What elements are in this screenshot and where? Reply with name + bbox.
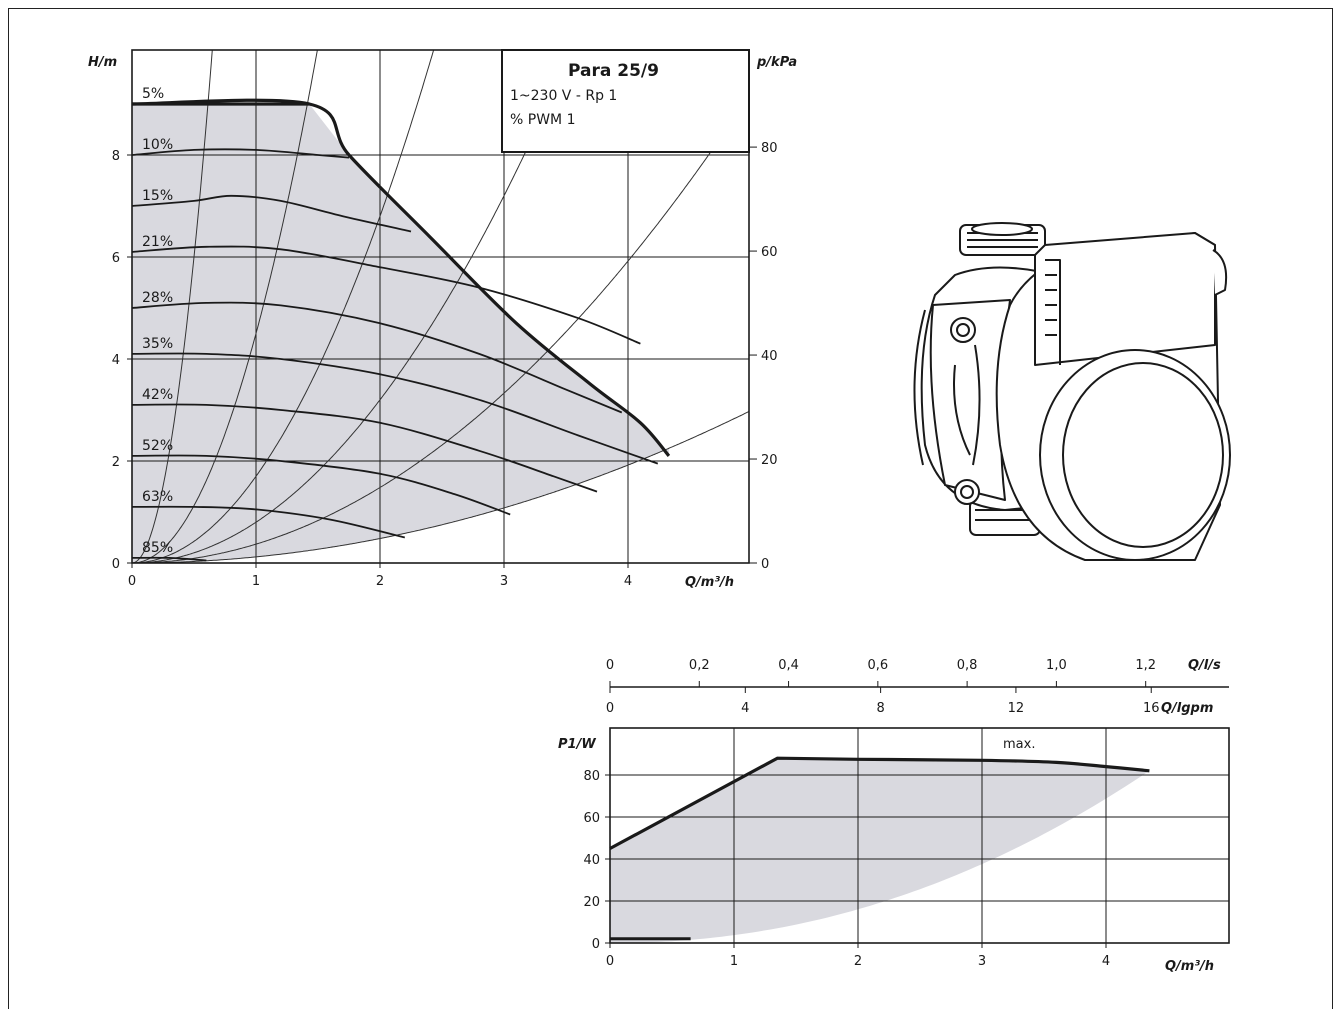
info-box-title: Para 25/9 — [568, 61, 659, 81]
speed-curve — [131, 556, 207, 562]
y-tick-label: 40 — [583, 853, 600, 868]
speed-curve-label: 52% — [142, 438, 173, 454]
y-tick-label: 80 — [583, 769, 600, 784]
top-axis-lgpm-label: 4 — [741, 701, 749, 716]
y-tick-label: 60 — [583, 811, 600, 826]
x-tick-label: 1 — [252, 574, 260, 589]
speed-curve — [131, 194, 412, 233]
system-curve — [132, 50, 213, 563]
top-axis-ls-title: Q/l/s — [1188, 658, 1221, 673]
y-right-tick-label: 40 — [761, 349, 778, 364]
speed-curve-label: 10% — [142, 137, 173, 153]
top-axis-ls-label: 1,2 — [1135, 658, 1156, 673]
y-axis-title-right: p/kPa — [756, 55, 797, 70]
x-tick-label: 0 — [606, 954, 614, 969]
top-axis-lgpm-label: 12 — [1008, 701, 1025, 716]
top-axis-lgpm-label: 16 — [1143, 701, 1160, 716]
speed-curve — [131, 454, 511, 516]
speed-curve — [131, 301, 623, 414]
speed-curve-label: 85% — [142, 540, 173, 556]
system-curve — [132, 50, 573, 563]
x-tick-label: 3 — [500, 574, 508, 589]
y-tick-label: 2 — [112, 455, 120, 470]
y-tick-label: 20 — [583, 895, 600, 910]
plot-frame — [131, 49, 750, 564]
speed-curve-label: 15% — [142, 188, 173, 204]
top-axis-lgpm-title: Q/lgpm — [1161, 701, 1213, 716]
speed-curve — [131, 148, 350, 159]
system-curve — [132, 50, 318, 563]
speed-curve-label: 21% — [142, 234, 173, 250]
speed-curve-label: 63% — [142, 489, 173, 505]
top-axis-ls-label: 1,0 — [1046, 658, 1067, 673]
max-curve — [131, 98, 671, 457]
y-tick-label: 0 — [592, 937, 600, 952]
power-max-curve — [609, 756, 1150, 850]
top-axis-ls-label: 0,8 — [957, 658, 978, 673]
y-right-tick-label: 20 — [761, 453, 778, 468]
x-tick-label: 3 — [978, 954, 986, 969]
info-box-line-2: % PWM 1 — [510, 112, 575, 128]
system-curve — [132, 410, 749, 563]
y-tick-label: 8 — [112, 149, 120, 164]
top-axis-lgpm-label: 0 — [606, 701, 614, 716]
y-right-tick-label: 0 — [761, 557, 769, 572]
pump-illustration — [913, 222, 1231, 561]
x-tick-label: 1 — [730, 954, 738, 969]
y-axis-title-left: H/m — [88, 55, 117, 70]
top-axis-ls-label: 0,2 — [689, 658, 710, 673]
plot-frame — [609, 727, 1230, 944]
system-curve — [132, 50, 435, 563]
speed-curve — [131, 505, 406, 539]
system-curve — [132, 94, 749, 563]
y-tick-label: 6 — [112, 251, 120, 266]
x-axis-title-power: Q/m³/h — [1165, 959, 1214, 974]
speed-curve — [131, 352, 659, 465]
speed-curve-label: 28% — [142, 290, 173, 306]
x-tick-label: 4 — [624, 574, 632, 589]
y-tick-label: 0 — [112, 557, 120, 572]
max-annotation: max. — [1003, 737, 1035, 752]
speed-curve — [131, 403, 598, 493]
operating-range-fill — [132, 104, 669, 563]
speed-curve — [131, 245, 641, 345]
x-tick-label: 2 — [376, 574, 384, 589]
top-axis-ls-label: 0,6 — [867, 658, 888, 673]
top-axis-lgpm-label: 8 — [876, 701, 884, 716]
speed-curve-label: 35% — [142, 336, 173, 352]
top-axis-ls-label: 0,4 — [778, 658, 799, 673]
x-tick-label: 2 — [854, 954, 862, 969]
info-box-line-1: 1~230 V - Rp 1 — [510, 88, 617, 104]
power-range-fill — [610, 758, 1150, 943]
top-axis-ls-label: 0 — [606, 658, 614, 673]
info-box: Para 25/9 1~230 V - Rp 1 % PWM 1 — [501, 49, 750, 153]
page-frame — [8, 8, 1333, 1009]
y-right-tick-label: 60 — [761, 245, 778, 260]
x-tick-label: 4 — [1102, 954, 1110, 969]
x-axis-title: Q/m³/h — [685, 575, 734, 590]
y-right-tick-label: 80 — [761, 141, 778, 156]
speed-curve-label: 42% — [142, 387, 173, 403]
x-tick-label: 0 — [128, 574, 136, 589]
speed-curve-label: 5% — [142, 86, 164, 102]
y-axis-title-power: P1/W — [558, 737, 596, 752]
y-tick-label: 4 — [112, 353, 120, 368]
